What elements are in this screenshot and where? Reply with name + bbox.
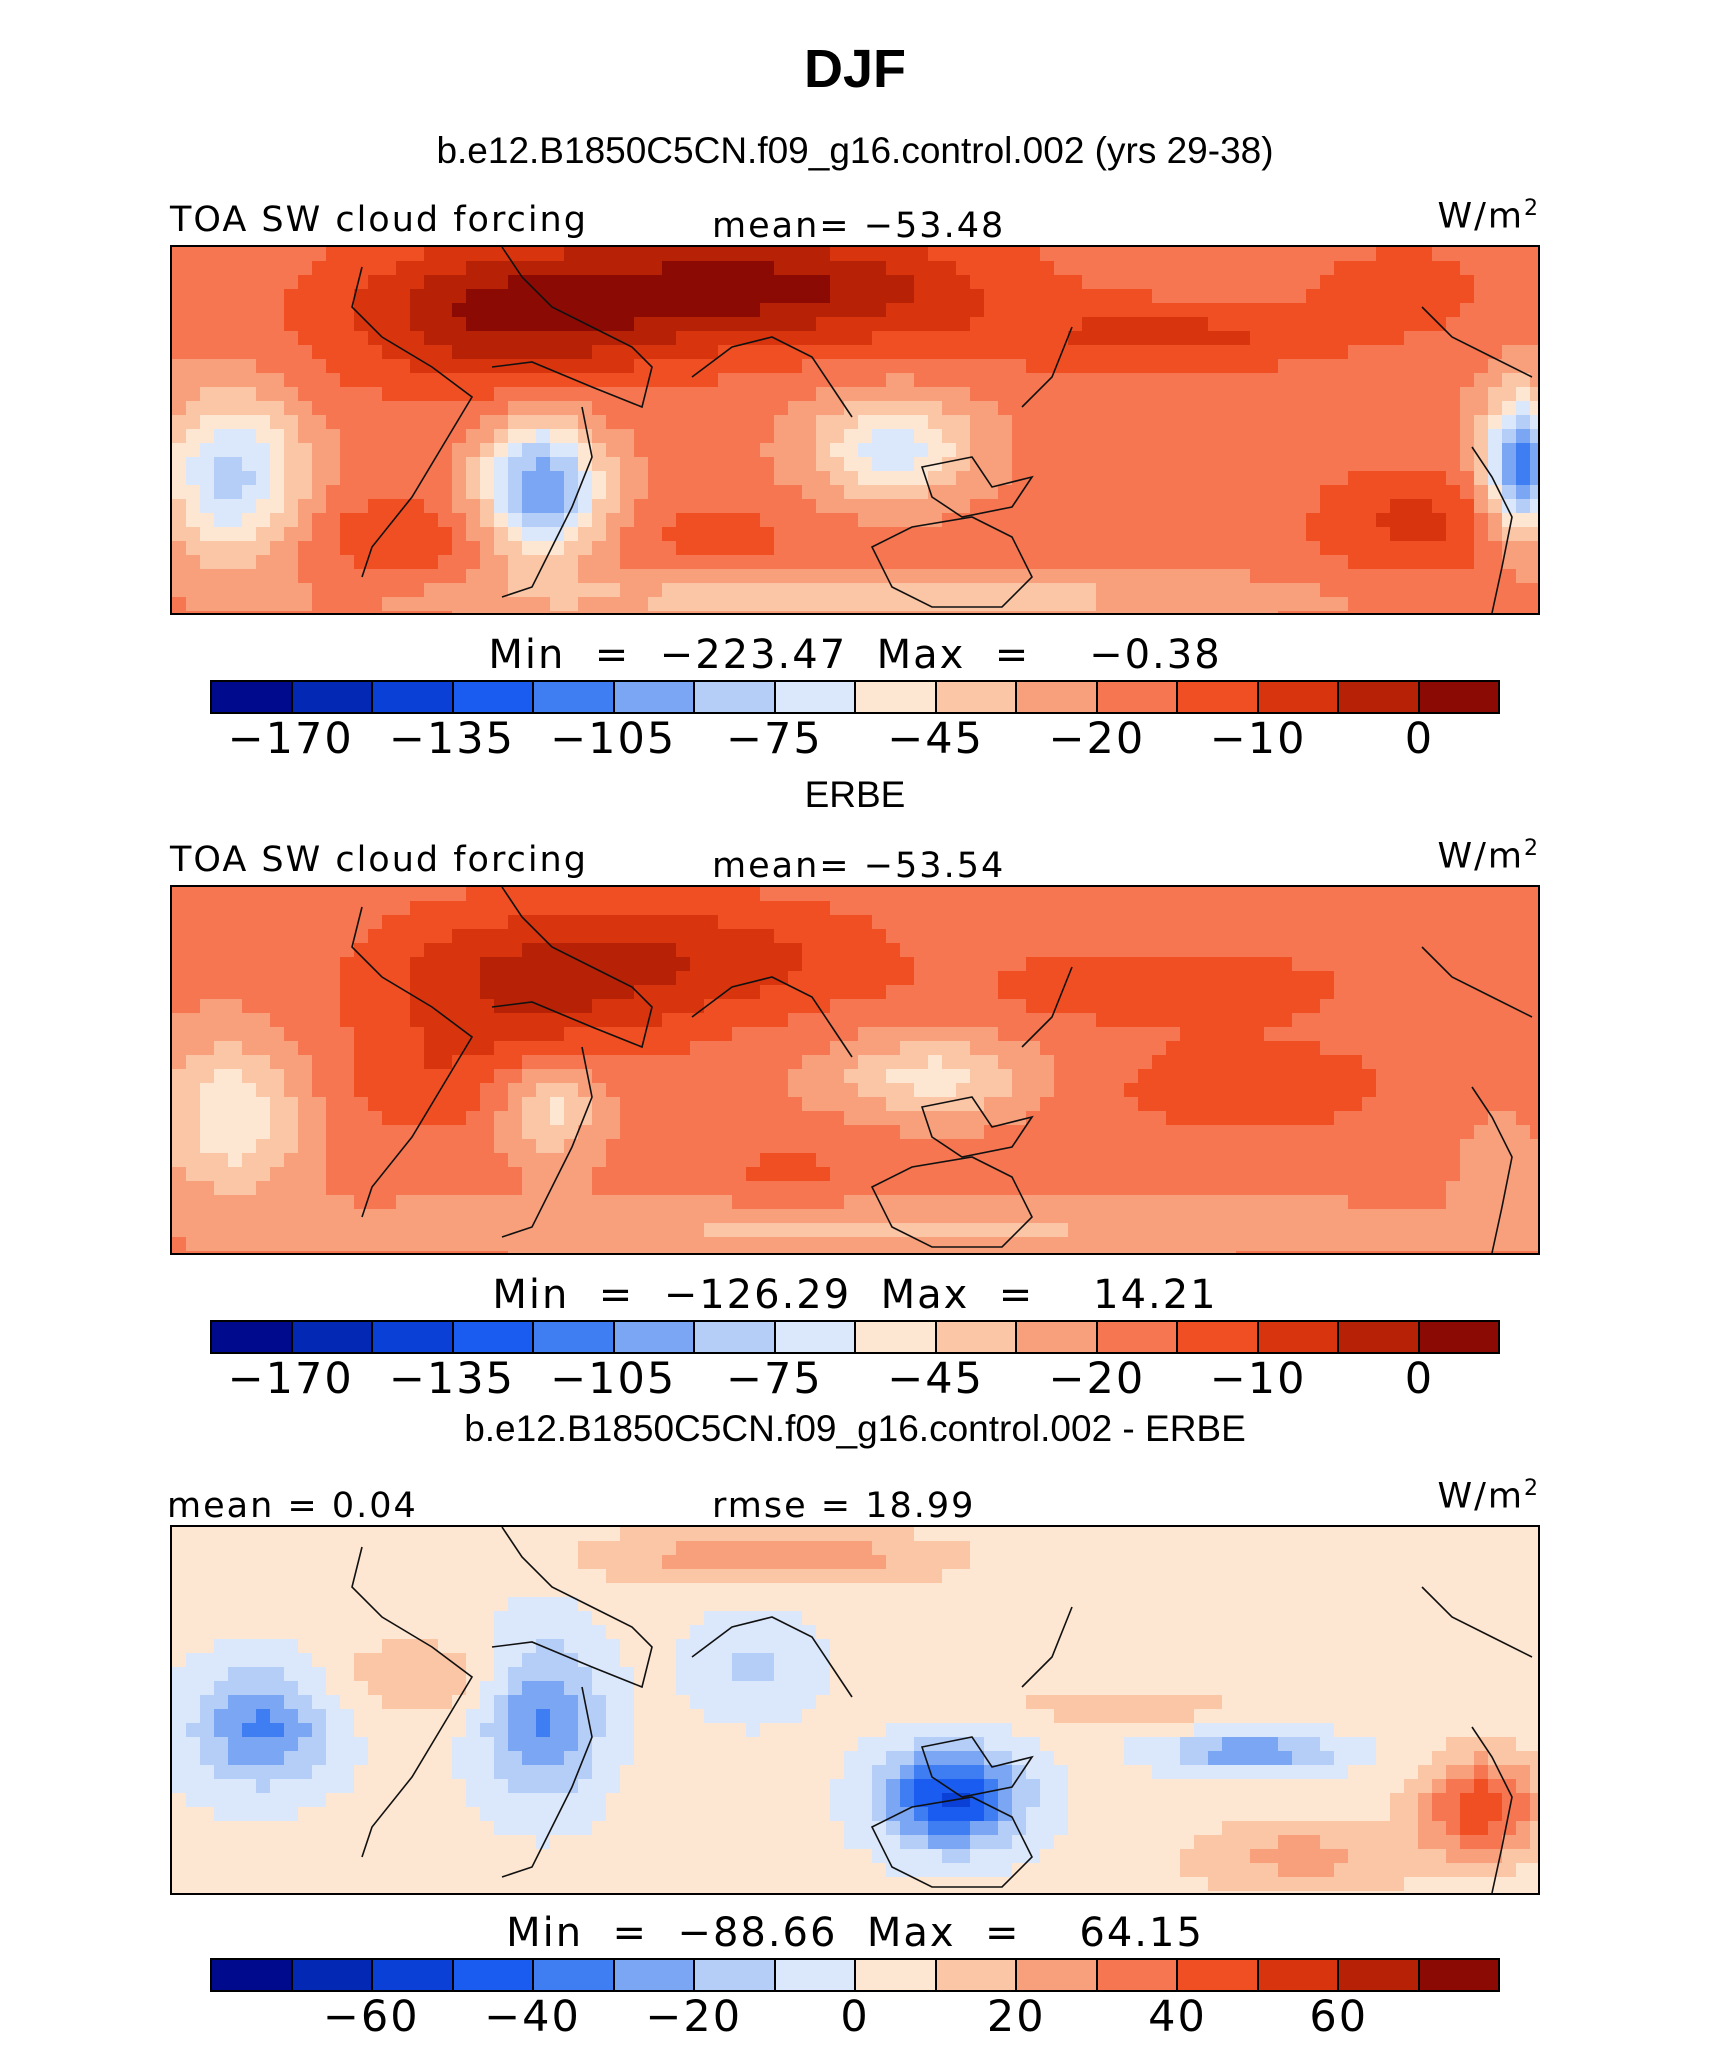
colorbar-tick-label: −10 [1209, 714, 1307, 764]
colorbar-cell [856, 1960, 937, 1990]
colorbar-cell [1017, 1960, 1098, 1990]
colorbar-cell [1178, 1960, 1259, 1990]
colorbar-tick-label: −20 [1048, 714, 1146, 764]
colorbar-cell [695, 682, 776, 712]
panel-2-colorbar-ticks: −170 −135 −105 −75 −45 −20 −10 0 [210, 1354, 1500, 1404]
panel-2-map-svg [172, 887, 1538, 1253]
colorbar-cell [292, 1322, 373, 1352]
colorbar-cell [534, 1322, 615, 1352]
colorbar-tick-label: −40 [484, 1992, 581, 2042]
colorbar-tick-label: −75 [726, 714, 823, 764]
colorbar-cell [373, 1960, 454, 1990]
colorbar-tick-label: 0 [840, 1992, 870, 2042]
colorbar-tick-label: −75 [726, 1354, 823, 1404]
panel-2-colorbar [210, 1320, 1500, 1354]
panel-3-heading: b.e12.B1850C5CN.f09_g16.control.002 - ER… [464, 1408, 1246, 1449]
colorbar-cell [292, 682, 373, 712]
panel-3-minmax: Min = −88.66 Max = 64.15 [506, 1910, 1204, 1956]
panel-3-units: W/m2 [1437, 1476, 1540, 1517]
colorbar-cell [453, 1322, 534, 1352]
colorbar-cell [1339, 682, 1420, 712]
panel-2-map [170, 885, 1540, 1255]
colorbar-cell [936, 1322, 1017, 1352]
colorbar-cell [292, 1960, 373, 1990]
colorbar-cell [1419, 682, 1498, 712]
colorbar-cell [614, 682, 695, 712]
colorbar-cell [1258, 1322, 1339, 1352]
colorbar-cell [775, 1960, 856, 1990]
colorbar-tick-label: −170 [227, 1354, 354, 1404]
panel-2-units: W/m2 [1437, 836, 1540, 877]
colorbar-cell [212, 1960, 293, 1990]
colorbar-cell [856, 682, 937, 712]
panel-2-minmax: Min = −126.29 Max = 14.21 [492, 1272, 1218, 1318]
panel-3-map-svg [172, 1527, 1538, 1893]
colorbar-cell [695, 1322, 776, 1352]
colorbar-cell [1258, 1960, 1339, 1990]
colorbar-tick-label: −45 [887, 1354, 984, 1404]
colorbar-cell [453, 1960, 534, 1990]
colorbar-cell [936, 1960, 1017, 1990]
panel-2-heading: ERBE [804, 774, 906, 815]
colorbar-tick-label: −10 [1209, 1354, 1307, 1404]
panel-1-units: W/m2 [1437, 196, 1540, 237]
colorbar-cell [1178, 682, 1259, 712]
colorbar-cell [1419, 1960, 1498, 1990]
panel-1-mean-label: mean= −53.48 [712, 206, 1006, 246]
colorbar-tick-label: −105 [550, 714, 677, 764]
colorbar-cell [695, 1960, 776, 1990]
colorbar-cell [453, 682, 534, 712]
colorbar-cell [1339, 1960, 1420, 1990]
colorbar-tick-label: −60 [322, 1992, 420, 2042]
colorbar-tick-label: −45 [887, 714, 984, 764]
colorbar-tick-label: 40 [1148, 1992, 1207, 2042]
panel-2-variable-label: TOA SW cloud forcing [170, 840, 588, 880]
panel-3-mean-label: mean = 0.04 [167, 1486, 418, 1526]
colorbar-cell [1178, 1322, 1259, 1352]
panel-1-colorbar-ticks: −170 −135 −105 −75 −45 −20 −10 0 [210, 714, 1500, 764]
colorbar-cell [936, 682, 1017, 712]
panel-3-map [170, 1525, 1540, 1895]
colorbar-cell [1258, 682, 1339, 712]
panel-3-rmse-label: rmse = 18.99 [712, 1486, 976, 1526]
panel-1-map [170, 245, 1540, 615]
colorbar-cell [534, 682, 615, 712]
colorbar-cell [1419, 1322, 1498, 1352]
colorbar-tick-label: 60 [1309, 1992, 1369, 2042]
colorbar-cell [1097, 1960, 1178, 1990]
colorbar-cell [775, 1322, 856, 1352]
colorbar-tick-label: −135 [388, 1354, 515, 1404]
colorbar-tick-label: −170 [227, 714, 354, 764]
panel-3-colorbar [210, 1958, 1500, 1992]
colorbar-tick-label: −20 [1048, 1354, 1146, 1404]
colorbar-cell [373, 682, 454, 712]
colorbar-tick-label: −135 [388, 714, 515, 764]
colorbar-tick-label: 0 [1404, 714, 1435, 764]
panel-1-minmax: Min = −223.47 Max = −0.38 [488, 632, 1222, 678]
panel-1-heading: b.e12.B1850C5CN.f09_g16.control.002 (yrs… [436, 130, 1274, 171]
colorbar-cell [1339, 1322, 1420, 1352]
colorbar-tick-label: −105 [550, 1354, 677, 1404]
colorbar-cell [614, 1322, 695, 1352]
colorbar-cell [212, 682, 293, 712]
colorbar-cell [373, 1322, 454, 1352]
panel-1-variable-label: TOA SW cloud forcing [170, 200, 588, 240]
colorbar-cell [1097, 682, 1178, 712]
colorbar-cell [614, 1960, 695, 1990]
plot-title: DJF [803, 39, 906, 99]
panel-3-colorbar-ticks: −60 −40 −20 0 20 40 60 [210, 1992, 1500, 2042]
colorbar-cell [1017, 682, 1098, 712]
colorbar-tick-label: −20 [645, 1992, 743, 2042]
panel-1-map-svg [172, 247, 1538, 613]
colorbar-cell [212, 1322, 293, 1352]
colorbar-cell [1017, 1322, 1098, 1352]
colorbar-cell [856, 1322, 937, 1352]
panel-1-colorbar [210, 680, 1500, 714]
colorbar-cell [775, 682, 856, 712]
colorbar-tick-label: 20 [986, 1992, 1046, 2042]
colorbar-tick-label: 0 [1404, 1354, 1435, 1404]
panel-2-mean-label: mean= −53.54 [712, 846, 1006, 886]
colorbar-cell [534, 1960, 615, 1990]
colorbar-cell [1097, 1322, 1178, 1352]
